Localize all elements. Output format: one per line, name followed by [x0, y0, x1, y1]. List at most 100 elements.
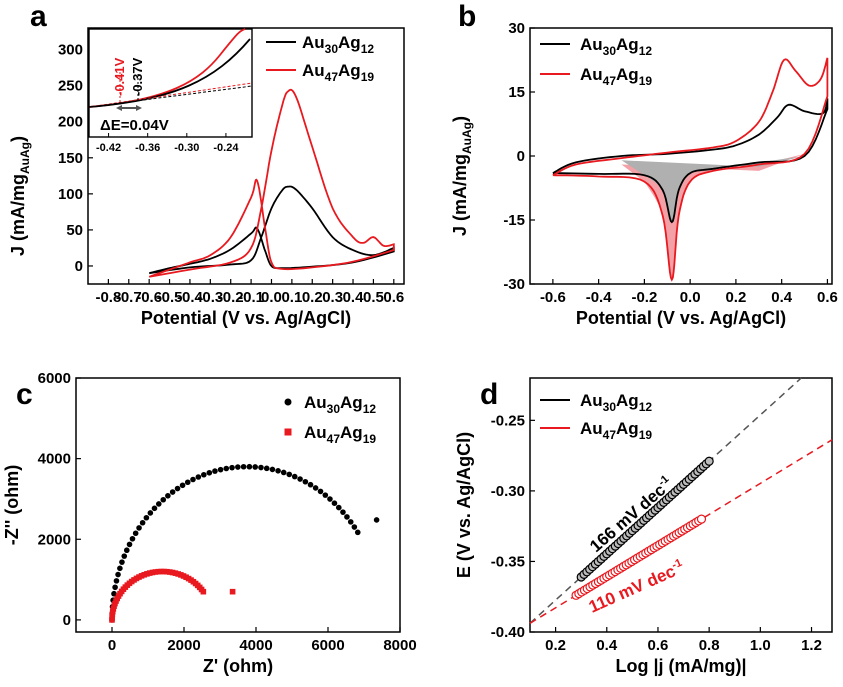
panel-a-xtick-label: 0.6 — [383, 289, 404, 306]
panel-c-series-1-point — [327, 496, 333, 502]
panel-c-series-1-point — [258, 465, 264, 471]
panel-a-ytick-label: 150 — [58, 150, 83, 167]
panel-c-series-1-point — [303, 479, 309, 485]
panel-d-xtick-label: 1.2 — [801, 637, 822, 654]
panel-c-series-1-point — [124, 547, 130, 553]
panel-a-inset-annot-black: -0.37V — [130, 57, 145, 96]
panel-a-inset-xtick-label: -0.36 — [135, 142, 160, 154]
panel-c-series-1-point — [152, 506, 158, 512]
panel-b-ytick-label: -30 — [503, 276, 525, 293]
panel-c-series-1-point — [264, 466, 270, 472]
panel-d-xlabel: Log |j (mA/mg)| — [615, 656, 746, 676]
panel-a-xtick-label: 0.0 — [261, 289, 282, 306]
panel-c-series-1-point — [332, 500, 338, 506]
panel-c-series-1-point — [201, 472, 207, 478]
panel-c-series-1-point — [190, 477, 196, 483]
panel-c-series-1-point — [313, 485, 319, 491]
panel-c-legend-label: Au30Ag12 — [304, 393, 376, 416]
panel-c-series-1-point — [252, 464, 258, 470]
panel-a-xtick-label: 0.5 — [363, 289, 384, 306]
panel-c-series-1-point — [115, 572, 121, 578]
panel-c-series-1-point — [348, 519, 354, 525]
panel-c-xtick-label: 0 — [108, 637, 116, 654]
panel-b-letter: b — [458, 0, 476, 33]
panel-d-xtick-label: 0.4 — [596, 637, 618, 654]
panel-c-series-1-point — [165, 493, 171, 499]
panel-a-xlabel: Potential (V vs. Ag/AgCl) — [141, 308, 351, 328]
panel-b-plot-frame — [530, 28, 832, 284]
panel-c-series-1-point — [133, 530, 139, 536]
panel-d-legend-label: Au47Ag19 — [580, 419, 652, 442]
panel-c-ytick-label: 4000 — [38, 451, 71, 468]
panel-a-xtick-label: 0.1 — [281, 289, 302, 306]
panel-d-series-2-point — [697, 515, 705, 523]
panel-c-series-1-point — [140, 520, 146, 526]
panel-b-xtick-label: 0.6 — [817, 289, 838, 306]
panel-a-xtick-label: 0.2 — [302, 289, 323, 306]
panel-c-legend-marker — [285, 399, 292, 406]
panel-d: d 0.2 0.4 0.6 0.8 1.0 1.2 -0.40 -0.35 -0.30 -0.25 L… — [454, 378, 832, 676]
panel-c-series-1-point — [212, 468, 218, 474]
panel-c-series-1-point — [281, 470, 287, 476]
panel-d-series-1-point — [705, 457, 713, 465]
panel-c-series-1-point — [170, 489, 176, 495]
panel-a-ylabel: J (mA/mgAuAg) — [8, 136, 32, 256]
panel-c-series-1-point — [196, 474, 202, 480]
panel-d-ytick-label: -0.25 — [491, 412, 525, 429]
panel-c-xtick-label: 2000 — [167, 637, 200, 654]
panel-c-plot-frame — [76, 378, 400, 632]
panel-c-series-1-point — [270, 467, 276, 473]
panel-c-series-1-point — [136, 525, 142, 531]
panel-d-ytick-label: -0.30 — [491, 483, 525, 500]
panel-b-xtick-label: 0.0 — [680, 289, 701, 306]
panel-b-xtick-label: -0.2 — [631, 289, 657, 306]
panel-a-inset-annot-red: -0.41V — [112, 57, 127, 96]
panel-c-series-1-point — [144, 515, 150, 521]
panel-c-series-1-point — [292, 474, 298, 480]
panel-c-series-2-point — [201, 589, 207, 595]
panel-a-ytick-label: 100 — [58, 186, 83, 203]
panel-c-xlabel: Z' (ohm) — [203, 656, 273, 676]
panel-c-series-1-point — [160, 497, 166, 503]
panel-d-ytick-label: -0.40 — [491, 624, 525, 641]
panel-a-letter: a — [30, 0, 47, 33]
panel-a-ytick-label: 300 — [58, 42, 83, 59]
panel-b: b-0.6 -0.4 -0.2 0.0 0.2 0.4 0.6-30-1501530Pote… — [450, 0, 838, 328]
panel-c-series-1-point — [114, 578, 120, 584]
panel-d-ylabel: E (V vs. Ag/AgCl) — [454, 432, 474, 578]
panel-c-ytick-label: 2000 — [38, 531, 71, 548]
panel-d-xtick-label: 0.6 — [648, 637, 669, 654]
panel-a-xtick-label: 0.3 — [322, 289, 343, 306]
panel-c-series-1-point — [286, 472, 292, 478]
panel-a-inset-xtick-label: -0.24 — [213, 142, 239, 154]
panel-a-ytick-label: 250 — [58, 78, 83, 95]
panel-a-legend-label: Au30Ag12 — [302, 33, 374, 56]
panel-c-series-1-point — [121, 553, 127, 559]
panel-c-legend-label: Au47Ag19 — [304, 423, 376, 446]
panel-c-series-1-point — [224, 466, 230, 472]
panel-c-series-1-point — [318, 489, 324, 495]
panel-c-series-1-point — [148, 510, 154, 516]
panel-c-series-1-point — [336, 505, 342, 511]
panel-c-series-1-point — [207, 470, 213, 476]
panel-a-legend-label: Au47Ag19 — [302, 61, 374, 84]
panel-c-series-1-point — [185, 479, 191, 485]
panel-b-ytick-label: 15 — [508, 84, 525, 101]
panel-b-xlabel: Potential (V vs. Ag/AgCl) — [576, 308, 786, 328]
panel-a-ytick-label: 200 — [58, 114, 83, 131]
panel-b-ytick-label: -15 — [503, 212, 525, 229]
panel-d-xtick-label: 0.8 — [699, 637, 720, 654]
panel-c-letter: c — [16, 378, 33, 411]
panel-c-series-1-point — [352, 524, 358, 530]
panel-b-legend-label: Au47Ag19 — [580, 65, 652, 88]
panel-c-ylabel: -Z'' (ohm) — [2, 465, 22, 546]
panel-c-series-1-point — [112, 584, 118, 590]
panel-c-series-1-point — [235, 464, 241, 470]
panel-c-series-1-point — [340, 509, 346, 515]
panel-c-series-1-point — [127, 542, 133, 548]
panel-c-series-1-point — [119, 559, 125, 565]
panel-b-legend-label: Au30Ag12 — [580, 35, 652, 58]
panel-c-series-1-point — [117, 566, 123, 572]
panel-a-inset-xtick-label: -0.42 — [96, 142, 121, 154]
